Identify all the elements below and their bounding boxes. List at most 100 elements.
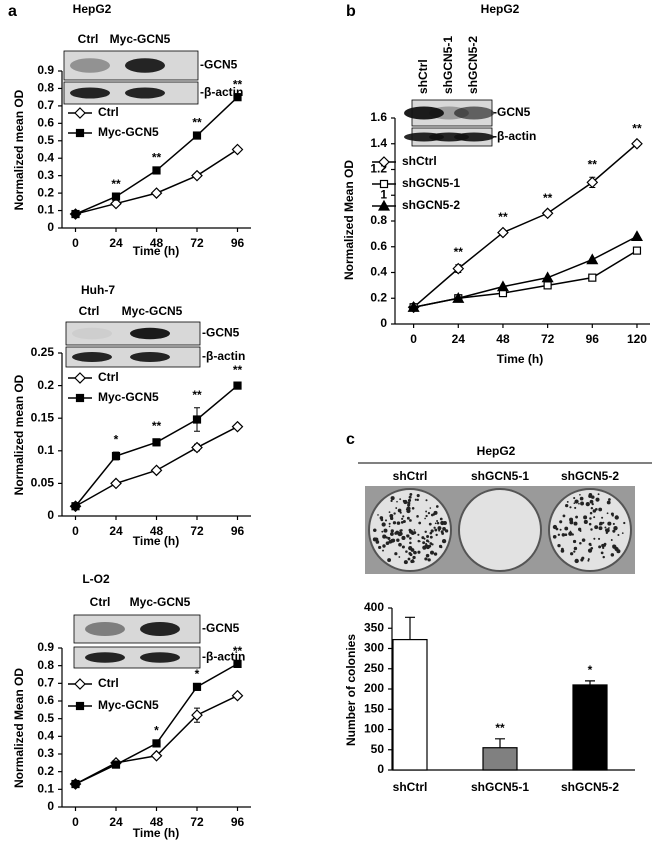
x-tick-label: 96 (231, 524, 245, 538)
blot-lane-label: Ctrl (78, 32, 99, 46)
colony (430, 550, 435, 555)
colony (390, 499, 393, 502)
blot-band (140, 622, 180, 636)
colony (574, 506, 577, 509)
significance-label: ** (588, 157, 598, 171)
colony (564, 533, 568, 537)
colony (427, 540, 430, 543)
blot-lane-label: Ctrl (90, 595, 111, 609)
series-line (413, 235, 638, 308)
chart-title: L-O2 (82, 572, 110, 586)
colony (424, 530, 427, 534)
y-tick-label: 0.15 (31, 410, 55, 424)
colony (381, 522, 386, 527)
colony (406, 534, 408, 537)
y-tick-label: 0.2 (37, 764, 54, 778)
colony (589, 499, 594, 504)
colony (383, 528, 387, 533)
colony (581, 556, 585, 560)
colony (411, 506, 415, 510)
colony (417, 539, 421, 543)
y-tick-label: 0.25 (31, 345, 55, 359)
x-tick-label: 0 (72, 236, 79, 250)
colony (413, 529, 416, 531)
colony (583, 519, 588, 525)
plate-label: shGCN5-1 (471, 469, 529, 483)
colony (602, 546, 605, 550)
marker (541, 271, 554, 283)
x-tick-label: 0 (72, 815, 79, 829)
colony (438, 527, 441, 530)
significance-label: ** (495, 721, 505, 735)
marker (152, 166, 161, 175)
colony (621, 532, 624, 534)
colony (425, 510, 428, 513)
colony (396, 500, 398, 503)
colony (594, 525, 599, 530)
marker (407, 301, 420, 312)
y-tick-label: 0.6 (37, 116, 54, 130)
marker (191, 709, 203, 721)
x-tick-label: 96 (586, 332, 600, 346)
marker (543, 281, 552, 290)
blot-band-label: -β-actin (202, 349, 245, 363)
y-tick-label: 0 (377, 762, 384, 776)
colony (397, 508, 402, 513)
colony (564, 526, 569, 531)
blot-lane-label: Myc-GCN5 (110, 32, 171, 46)
colony (605, 528, 610, 533)
colony (418, 521, 422, 525)
colony (408, 546, 413, 551)
colony (566, 500, 569, 503)
colony (574, 499, 579, 504)
y-axis-label: Number of colonies (344, 634, 358, 746)
significance-label: * (154, 724, 159, 738)
marker (541, 207, 554, 220)
blot-band-label: -GCN5 (202, 621, 240, 635)
significance-label: ** (454, 245, 464, 259)
error-bar (405, 616, 415, 640)
marker (71, 209, 80, 219)
colony (399, 498, 402, 501)
blot-lane-label: shCtrl (416, 59, 430, 94)
panel-label: b (346, 3, 356, 20)
y-tick-label: 0.5 (37, 133, 54, 147)
colony (571, 533, 574, 536)
y-tick-label: 0.3 (37, 746, 54, 760)
colony (408, 551, 412, 555)
x-tick-label: shGCN5-2 (561, 780, 619, 794)
x-tick-label: 72 (541, 332, 555, 346)
colony (409, 541, 412, 545)
marker (630, 230, 643, 242)
colony (583, 515, 588, 520)
colony (433, 552, 438, 556)
x-tick-label: 120 (627, 332, 647, 346)
blot-lane-label: shGCN5-1 (441, 36, 455, 94)
blot-band (454, 106, 494, 120)
bar (482, 747, 518, 771)
colony (589, 517, 592, 520)
y-tick-label: 0.4 (370, 265, 387, 279)
colony (607, 521, 612, 526)
marker (233, 659, 242, 669)
x-tick-label: 48 (150, 236, 164, 250)
blot-band-label: -β-actin (493, 129, 536, 143)
colony (610, 539, 613, 541)
colony (408, 495, 412, 499)
colony (565, 503, 569, 508)
colony (578, 502, 580, 505)
marker (231, 420, 244, 433)
colony (608, 498, 611, 501)
colony (427, 558, 431, 562)
x-tick-label: 48 (150, 524, 164, 538)
colony (410, 559, 414, 564)
colony (599, 521, 603, 526)
blot-band (125, 58, 165, 73)
marker (632, 246, 642, 255)
colony (588, 492, 593, 497)
colony (575, 515, 579, 519)
x-tick-label: shGCN5-1 (471, 780, 529, 794)
colony (598, 526, 603, 531)
y-tick-label: 0 (47, 508, 54, 522)
